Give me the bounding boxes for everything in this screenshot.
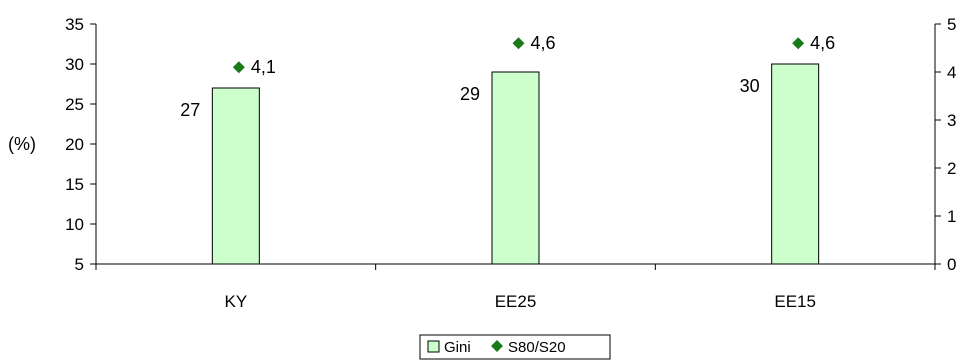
y2-tick-label: 0	[947, 255, 956, 274]
y-axis-label: (%)	[8, 134, 36, 154]
bar-gini	[212, 88, 259, 264]
bar-label-gini: 27	[180, 100, 200, 120]
y-tick-label: 25	[65, 95, 84, 114]
y-tick-label: 15	[65, 175, 84, 194]
x-tick-label: EE25	[495, 292, 537, 311]
legend: Gini S80/S20	[420, 335, 610, 359]
y2-tick-label: 2	[947, 159, 956, 178]
y2-tick-label: 5	[947, 15, 956, 34]
bar-series: 27 29 30	[180, 64, 818, 264]
x-tick-label: EE15	[774, 292, 816, 311]
marker-label-s80s20: 4,6	[810, 33, 835, 53]
marker-s80s20	[513, 37, 525, 49]
y-tick-label: 20	[65, 135, 84, 154]
bar-label-gini: 29	[460, 84, 480, 104]
legend-swatch-gini	[428, 341, 439, 352]
x-tick-label: KY	[224, 292, 247, 311]
marker-series: 4,1 4,6 4,6	[233, 33, 835, 77]
y-tick-label: 35	[65, 15, 84, 34]
y2-tick-label: 1	[947, 207, 956, 226]
marker-label-s80s20: 4,6	[531, 33, 556, 53]
x-axis: KY EE25 EE15	[96, 264, 935, 311]
bar-gini	[772, 64, 819, 264]
marker-s80s20	[233, 61, 245, 73]
y-tick-label: 10	[65, 215, 84, 234]
y2-tick-label: 3	[947, 111, 956, 130]
y-tick-label: 30	[65, 55, 84, 74]
legend-label-s80s20: S80/S20	[508, 339, 566, 356]
bar-gini	[492, 72, 539, 264]
legend-label-gini: Gini	[444, 339, 471, 356]
bar-label-gini: 30	[740, 76, 760, 96]
y-axis-right: 0 1 2 3 4 5	[935, 15, 956, 274]
marker-label-s80s20: 4,1	[251, 57, 276, 77]
marker-s80s20	[792, 37, 804, 49]
y2-tick-label: 4	[947, 63, 956, 82]
y-axis-left: 5 10 15 20 25 30 35	[65, 15, 96, 274]
y-tick-label: 5	[75, 255, 84, 274]
